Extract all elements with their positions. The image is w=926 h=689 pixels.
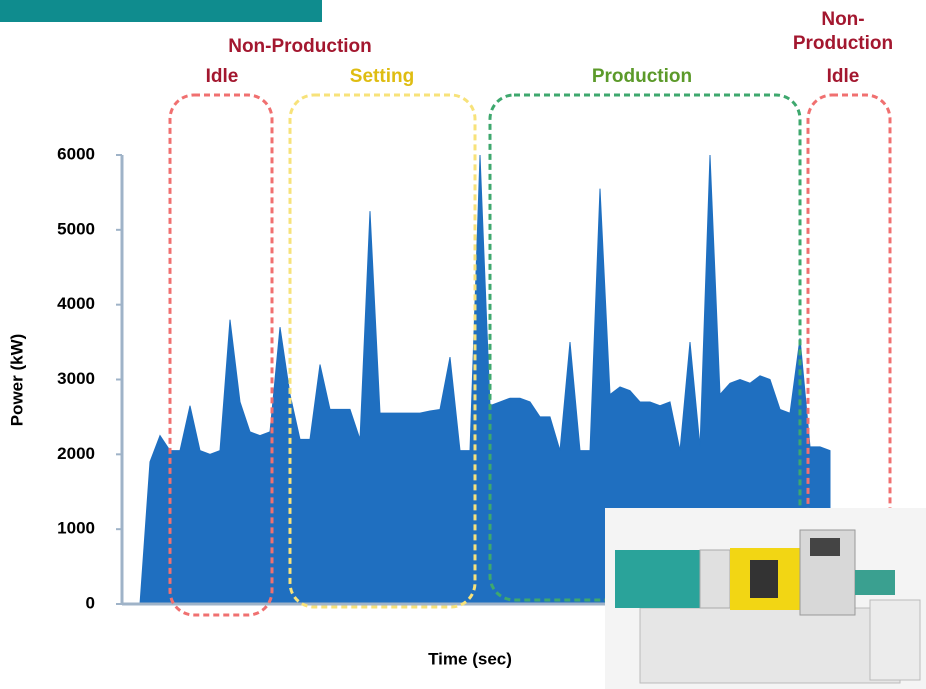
header-bar	[0, 0, 322, 22]
machine-part	[699, 549, 731, 609]
plot: 0100020003000400050006000Non-ProductionI…	[57, 9, 893, 617]
y-tick-label: 2000	[57, 444, 95, 463]
y-tick-label: 1000	[57, 519, 95, 538]
region-box	[288, 93, 477, 609]
machine-photo	[605, 508, 926, 689]
machine-screen	[810, 538, 840, 556]
machine-unit	[855, 570, 895, 595]
machine-base	[639, 607, 901, 684]
x-axis-label: Time (sec)	[428, 649, 512, 668]
region-label: Non-	[821, 9, 864, 30]
region-label: Setting	[350, 66, 414, 87]
y-tick-label: 5000	[57, 219, 95, 238]
machine-window	[750, 560, 778, 598]
region-label: Idle	[206, 66, 239, 87]
machine-cabinet	[869, 599, 921, 681]
machine-hopper	[615, 550, 700, 608]
area	[139, 154, 831, 605]
region-label: Idle	[827, 66, 860, 87]
region-label: Production	[592, 66, 692, 87]
region-label: Non-Production	[228, 36, 372, 57]
y-tick-label: 0	[86, 593, 95, 612]
region-label: Production	[793, 33, 893, 54]
y-axis-label: Power (kW)	[7, 334, 26, 427]
y-tick-label: 6000	[57, 144, 95, 163]
y-tick-label: 3000	[57, 369, 95, 388]
y-tick-label: 4000	[57, 294, 95, 313]
